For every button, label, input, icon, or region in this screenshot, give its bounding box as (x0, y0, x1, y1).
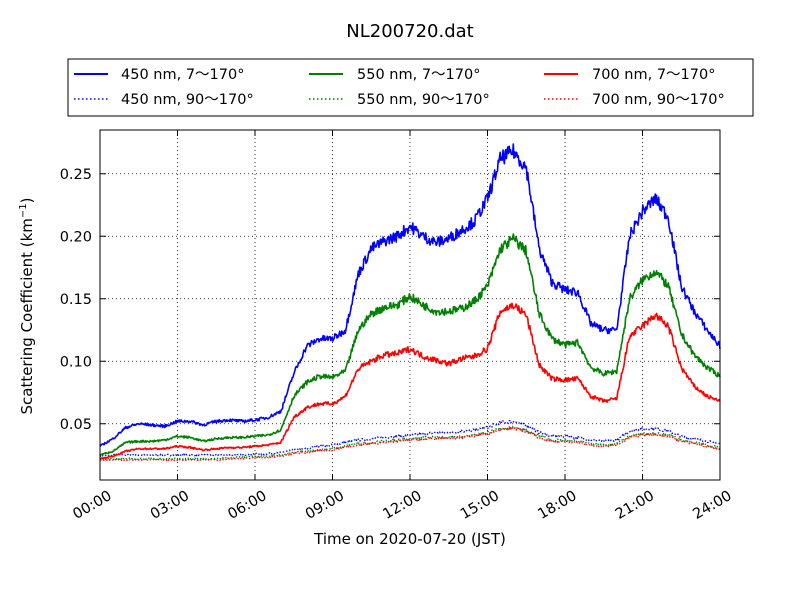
legend-entry: 550 nm, 7～170° (309, 67, 480, 83)
x-axis-label: Time on 2020-07-20 (JST) (313, 530, 506, 548)
legend-label: 550 nm, 90～170° (357, 92, 490, 108)
y-axis-label-superscript: −1 (18, 203, 29, 218)
legend-label: 550 nm, 7～170° (357, 67, 480, 83)
y-axis-label-close: ) (18, 197, 36, 203)
chart-title: NL200720.dat (346, 21, 473, 42)
series-line (99, 427, 721, 462)
y-tick-label: 0.10 (60, 354, 92, 370)
grid (100, 130, 720, 480)
legend-entry: 450 nm, 7～170° (74, 67, 244, 83)
legend-entry: 550 nm, 90～170° (309, 92, 490, 108)
series-line (99, 302, 721, 460)
y-tick-label: 0.05 (60, 417, 92, 433)
series-line (99, 425, 721, 461)
y-axis-label-main: Scattering Coefficient (km (18, 218, 36, 414)
legend-entry: 700 nm, 90～170° (544, 92, 725, 108)
y-tick-labels: 0.05 0.10 0.15 0.20 0.25 (60, 167, 92, 433)
legend-label: 700 nm, 7～170° (592, 67, 715, 83)
y-tick-label: 0.25 (60, 167, 92, 183)
legend-label: 700 nm, 90～170° (592, 92, 725, 108)
series-line (99, 143, 721, 447)
legend-entry: 450 nm, 90～170° (74, 92, 254, 108)
legend-label: 450 nm, 90～170° (121, 92, 254, 108)
y-tick-label: 0.20 (60, 229, 92, 245)
y-tick-label: 0.15 (60, 292, 92, 308)
series-line (99, 233, 721, 456)
series-layer (99, 143, 721, 462)
axes (99, 129, 721, 481)
legend-label: 450 nm, 7～170° (121, 67, 244, 83)
series-line (99, 419, 721, 458)
y-axis-label: Scattering Coefficient (km−1) (18, 197, 36, 414)
legend-entry: 700 nm, 7～170° (544, 67, 715, 83)
legend-box (67, 58, 754, 117)
